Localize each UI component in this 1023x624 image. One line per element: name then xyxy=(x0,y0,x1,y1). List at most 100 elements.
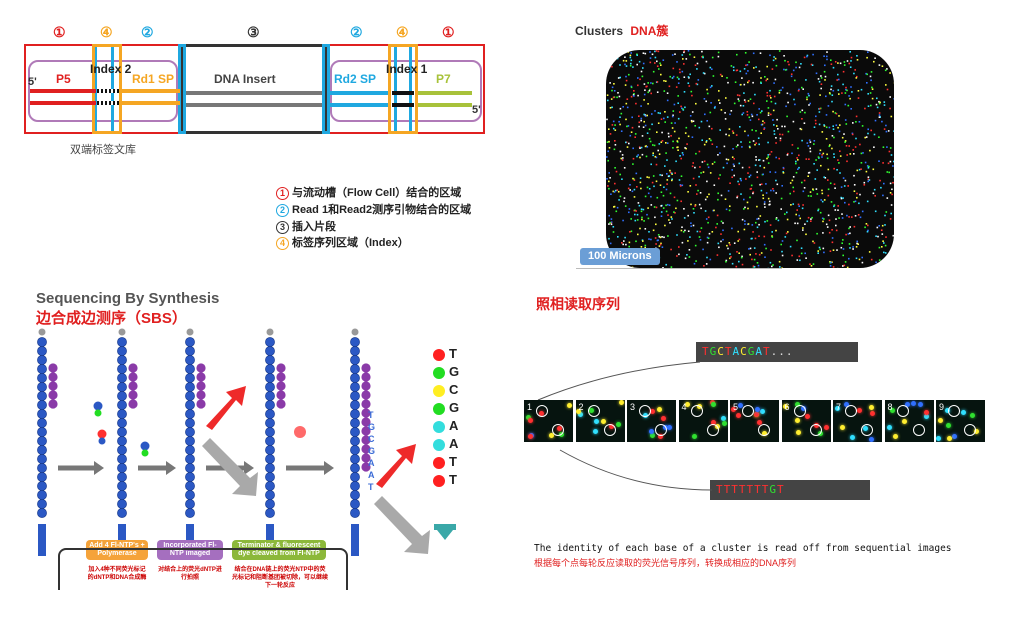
image-frame: 5 xyxy=(730,400,779,442)
strand-letter: G xyxy=(368,422,375,432)
circle-4-left: ④ xyxy=(100,24,113,40)
p7-strand xyxy=(418,91,472,95)
base-color-dot xyxy=(433,348,445,361)
strand-letter: T xyxy=(368,482,374,492)
circle-1-right: ① xyxy=(442,24,455,40)
base-color-dot xyxy=(433,456,445,469)
step-1-box: Add 4 Fl-NTP's + Polymerase xyxy=(86,540,148,560)
rd2-frame xyxy=(322,44,330,134)
strand-bead xyxy=(37,382,47,392)
strand-bead xyxy=(37,454,47,464)
template-bead xyxy=(361,372,371,382)
template-bead xyxy=(361,426,371,436)
strand-bead xyxy=(37,490,47,500)
template-bead xyxy=(128,381,138,391)
strand-letter: A xyxy=(368,470,375,480)
lower-rd1 xyxy=(120,101,180,105)
template-bead xyxy=(361,417,371,427)
strand-bead xyxy=(117,472,127,482)
strand-bead xyxy=(350,463,360,473)
strand-bead xyxy=(117,364,127,374)
base-letter: G xyxy=(449,364,460,379)
excitation-arrow-2 xyxy=(376,444,416,488)
strand-bead xyxy=(350,337,360,347)
template-bead xyxy=(276,381,286,391)
template-bead xyxy=(196,390,206,400)
strand-bead xyxy=(117,355,127,365)
p5-label: P5 xyxy=(56,72,71,86)
template-bead xyxy=(128,372,138,382)
strand-bead xyxy=(37,436,47,446)
sbs-title: Sequencing By Synthesis xyxy=(36,290,220,307)
strand-bead xyxy=(117,337,127,347)
strand-bead xyxy=(185,508,195,518)
strand-bead xyxy=(185,355,195,365)
step-3-desc: 结合在DNA链上的荧光NTP中的荧光标记和阻断基团被切除，可以继续下一轮反应 xyxy=(232,567,329,589)
step-2-desc: 对结合上的荧光dNTP进行拍照 xyxy=(158,567,222,581)
legend-text-4: 标签序列区域（Index） xyxy=(292,237,409,249)
library-caption: 双端标签文库 xyxy=(70,144,136,156)
image-frame: 7 xyxy=(833,400,882,442)
strand-bead xyxy=(265,463,275,473)
bottom-sequence: TTTTTTTGT xyxy=(710,480,870,500)
strand-bead xyxy=(117,373,127,383)
template-bead xyxy=(361,399,371,409)
circle-2-left: ② xyxy=(141,24,154,40)
step-1-desc: 加入4种不同荧光标记的dNTP和DNA合成酶 xyxy=(87,567,147,581)
strand-bead xyxy=(265,436,275,446)
strand-cap xyxy=(186,328,194,336)
template-bead xyxy=(361,408,371,418)
strand-bead xyxy=(265,481,275,491)
strand-bead xyxy=(117,346,127,356)
nucleotide xyxy=(97,429,107,439)
strand-bead xyxy=(185,445,195,455)
strand-bead xyxy=(37,445,47,455)
strand-bead xyxy=(117,499,127,509)
strand-bead xyxy=(185,472,195,482)
strand-bead xyxy=(265,427,275,437)
frame-number: 3 xyxy=(630,402,636,412)
strand-bead xyxy=(185,400,195,410)
strand-bead xyxy=(185,346,195,356)
strand-bead xyxy=(185,391,195,401)
arrow-head xyxy=(166,461,176,475)
arrow-head xyxy=(244,461,254,475)
template-bead xyxy=(361,453,371,463)
template-bead xyxy=(128,399,138,409)
strand-bead xyxy=(185,481,195,491)
template-bead xyxy=(361,435,371,445)
strand-bead xyxy=(37,346,47,356)
strand-bead xyxy=(37,499,47,509)
image-frame: 4 xyxy=(678,400,728,442)
strand-bead xyxy=(265,364,275,374)
template-bead xyxy=(276,372,286,382)
lower-index2 xyxy=(97,101,119,105)
base-call-item: C xyxy=(433,382,458,401)
strand-cap xyxy=(38,328,46,336)
template-bead xyxy=(196,399,206,409)
strand-bead xyxy=(117,436,127,446)
base-call-item: G xyxy=(433,400,459,419)
strand-bead xyxy=(265,472,275,482)
strand-bead xyxy=(117,490,127,500)
base-color-dot xyxy=(433,384,445,397)
image-frame: 2 xyxy=(575,400,625,442)
base-color-dot xyxy=(433,402,445,415)
strand-bead xyxy=(117,382,127,392)
template-bead xyxy=(48,363,58,373)
legend-text-1: 与流动槽（Flow Cell）结合的区域 xyxy=(292,187,462,199)
strand-bead xyxy=(117,481,127,491)
strand-bead xyxy=(185,373,195,383)
lower-insert xyxy=(186,103,322,107)
strand-bead xyxy=(37,391,47,401)
strand-bead xyxy=(350,400,360,410)
frame-number: 7 xyxy=(836,402,842,412)
imaging-title: 照相读取序列 xyxy=(536,296,620,312)
legend-num-4: 4 xyxy=(276,237,289,250)
scale-label: 100 Microns xyxy=(588,250,652,262)
teal-arrow xyxy=(437,530,453,540)
teal-base xyxy=(434,524,456,530)
flowcell-image xyxy=(606,50,894,268)
frame-number: 4 xyxy=(681,402,687,412)
